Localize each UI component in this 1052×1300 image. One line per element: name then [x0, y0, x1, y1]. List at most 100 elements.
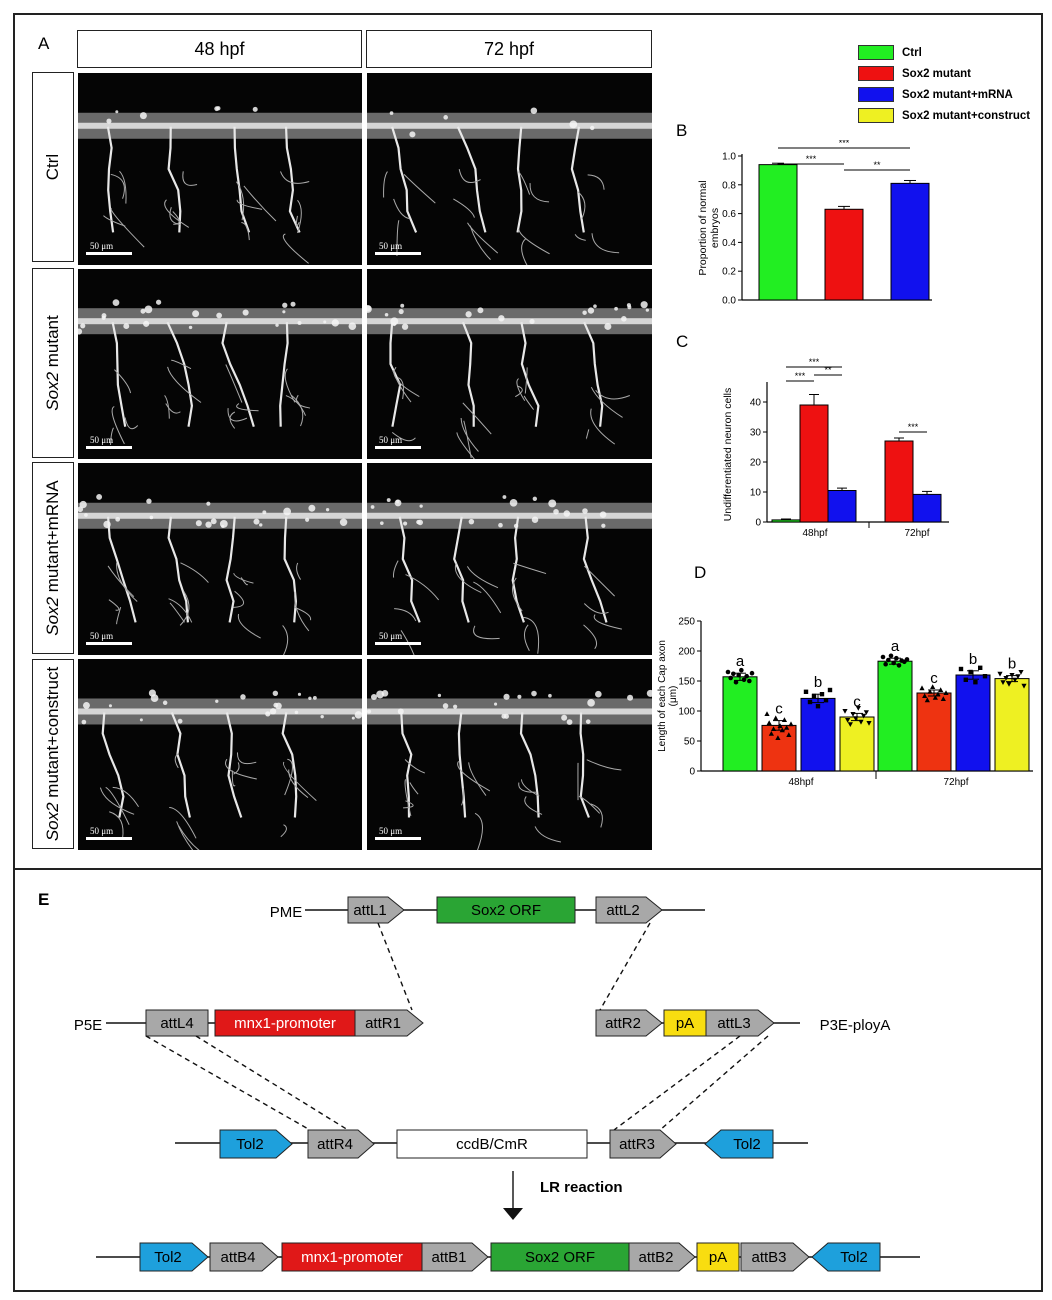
cell-dot	[595, 690, 602, 698]
axon-branch	[457, 761, 491, 792]
axon-branch	[119, 170, 127, 204]
data-point	[1018, 670, 1024, 675]
scale-bar: 50 μm	[86, 826, 132, 840]
axon	[520, 321, 540, 427]
axon	[106, 126, 115, 233]
cell-dot	[501, 713, 507, 719]
cell-dot	[177, 718, 183, 724]
p3e-attl3	[705, 1009, 775, 1037]
crossover-line	[145, 1035, 311, 1131]
axon-branch	[392, 560, 399, 578]
axon-branch	[180, 562, 209, 583]
axon-branch	[110, 207, 145, 248]
y-axis-label: Undifferentiated neuron cells	[722, 388, 734, 521]
spinal-cord-core	[78, 318, 362, 325]
data-point	[842, 709, 848, 714]
axon-branch	[179, 590, 190, 626]
axon	[400, 712, 413, 818]
p5e-label: P5E	[74, 1017, 102, 1034]
axon	[279, 322, 289, 427]
cell-dot	[569, 120, 578, 129]
bar	[912, 493, 942, 523]
axon-branch	[394, 608, 417, 622]
data-point	[863, 710, 869, 715]
bar	[994, 678, 1030, 772]
final-sox2-orf-label: Sox2 ORF	[525, 1249, 595, 1266]
axon-branch	[591, 233, 620, 254]
axon-branch	[590, 408, 616, 445]
data-point	[823, 698, 829, 703]
cell-dot	[468, 518, 475, 525]
axon	[281, 712, 298, 818]
axon-branch	[174, 753, 179, 769]
crossover-line	[659, 1035, 769, 1131]
axon-branch	[236, 181, 245, 221]
axon-branch	[231, 770, 236, 787]
cell-dot	[115, 516, 121, 522]
legend: Ctrl Sox2 mutant Sox2 mutant+mRNA Sox2 m…	[858, 42, 1030, 126]
data-point	[744, 673, 749, 679]
axon	[461, 321, 475, 427]
axon-branch	[111, 406, 125, 445]
axon-branch	[473, 581, 502, 614]
legend-swatch	[858, 45, 894, 60]
axon-branch	[110, 427, 114, 446]
micrograph-texture	[78, 689, 362, 850]
cell-dot	[587, 307, 595, 314]
data-point	[866, 721, 872, 726]
cell-dot	[389, 111, 394, 115]
cell-dot	[621, 316, 627, 322]
final-pa	[696, 1242, 740, 1272]
final-tol2-right	[811, 1242, 881, 1272]
cell-dot	[283, 507, 292, 516]
axon-branch	[515, 385, 523, 398]
axon-branch	[461, 788, 464, 806]
significance-label: **	[824, 365, 832, 375]
dest-attr3	[609, 1129, 677, 1159]
axon-branch	[466, 566, 499, 589]
axon-branch	[518, 171, 531, 195]
cell-dot	[367, 305, 372, 313]
dest-attr4-label: attR4	[317, 1136, 353, 1153]
data-point	[861, 713, 867, 719]
cell-dot	[188, 325, 193, 330]
axon	[579, 712, 590, 818]
axon-branch	[233, 572, 254, 584]
data-point	[894, 655, 899, 661]
cell-dot	[442, 703, 449, 709]
data-point	[775, 735, 781, 740]
bar	[839, 716, 875, 772]
axon-branch	[523, 624, 530, 651]
axon-branch	[178, 825, 200, 850]
spinal-cord-core	[367, 122, 652, 129]
y-tick-label: 200	[678, 647, 695, 658]
cell-dot	[108, 704, 112, 708]
scale-bar: 50 μm	[86, 631, 132, 645]
cell-dot	[103, 520, 111, 529]
scale-bar: 50 μm	[375, 435, 421, 449]
data-point	[930, 684, 936, 689]
pme-attl1	[347, 896, 405, 924]
dest-tol2-left-label: Tol2	[236, 1136, 264, 1153]
micrograph-sox2-construct-72hpf: 50 μm	[367, 659, 652, 850]
cell-dot	[548, 499, 557, 508]
axon-branch	[237, 613, 261, 639]
axon-branch	[165, 403, 181, 414]
cell-dot	[645, 308, 649, 312]
cell-dot	[210, 518, 217, 525]
data-point	[978, 665, 983, 670]
data-point	[850, 712, 856, 717]
axon-branch	[290, 394, 304, 427]
axon-branch	[284, 368, 296, 403]
p5e-mnx1-promoter	[214, 1009, 356, 1037]
axon	[519, 712, 540, 818]
axon-branch	[116, 562, 138, 602]
dest-tol2-right	[704, 1129, 774, 1159]
data-point	[968, 669, 973, 675]
bar	[827, 490, 857, 523]
y-tick-label: 0.4	[722, 238, 736, 249]
axon-branch	[171, 359, 192, 370]
cell-dot	[386, 498, 391, 503]
cell-dot	[146, 498, 152, 504]
cell-dot	[465, 311, 472, 318]
